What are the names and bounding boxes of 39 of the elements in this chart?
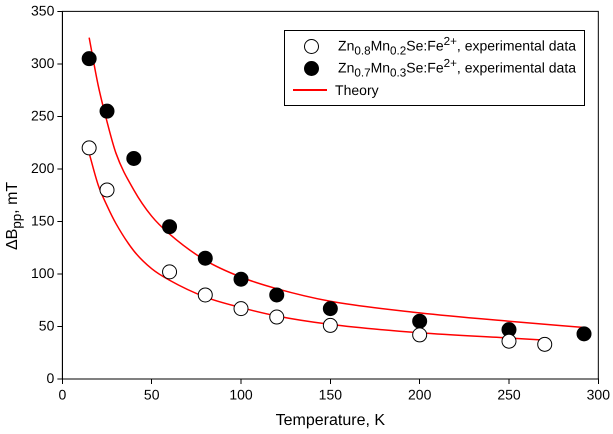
y-tick-label: 300 xyxy=(31,54,55,71)
legend-label: Zn$_{0.7}$Mn$_{0.3}$Se:Fe$^{2+}$, experimental data xyxy=(338,56,576,80)
y-tick-label: 0 xyxy=(46,370,55,386)
y-tick-label: 200 xyxy=(31,160,55,176)
y-tick-label: 50 xyxy=(38,317,55,334)
point xyxy=(234,301,249,316)
point xyxy=(82,51,97,66)
y-tick-label: 350 xyxy=(31,2,55,18)
point xyxy=(126,150,142,166)
point xyxy=(100,104,115,119)
point xyxy=(234,272,249,287)
x-tick-label: 200 xyxy=(408,386,432,402)
point xyxy=(269,287,284,302)
x-tick-label: 250 xyxy=(497,386,521,402)
point xyxy=(100,182,115,198)
point xyxy=(412,327,428,342)
point xyxy=(198,287,213,302)
point xyxy=(322,318,338,333)
point xyxy=(576,326,592,342)
point xyxy=(537,336,552,352)
point xyxy=(198,250,213,266)
legend-label: Zn$_{0.8}$Mn$_{0.2}$Se:Fe$^{2+}$, experimental data xyxy=(338,34,576,58)
y-tick-label: 150 xyxy=(31,212,55,228)
x-tick-label: 50 xyxy=(144,386,160,402)
x-tick-label: 150 xyxy=(318,386,342,402)
x-tick-label: 100 xyxy=(229,386,253,402)
point xyxy=(162,219,178,234)
x-tick-label: 0 xyxy=(58,386,66,402)
y-tick-label: 250 xyxy=(31,107,55,124)
y-tick-label: 100 xyxy=(31,264,55,281)
point xyxy=(82,140,97,156)
point xyxy=(412,314,428,329)
point xyxy=(501,334,516,349)
x-tick-label: 300 xyxy=(586,386,610,402)
x-axis-title: Temperature, K xyxy=(276,412,386,429)
point xyxy=(322,301,338,316)
legend-label: Theory xyxy=(335,82,379,98)
point xyxy=(162,264,178,280)
point xyxy=(269,310,284,325)
